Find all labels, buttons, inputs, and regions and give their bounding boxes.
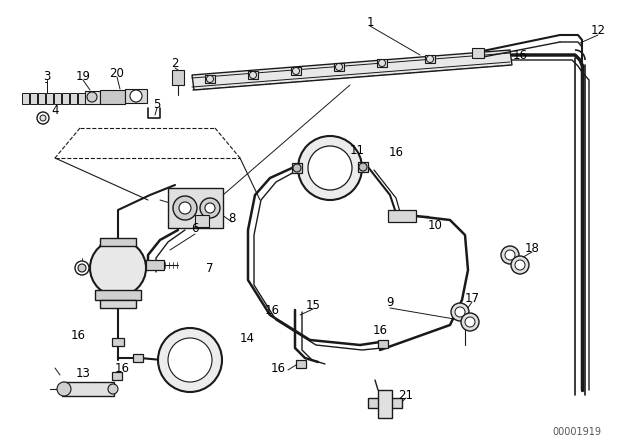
Bar [46, 93, 53, 104]
Bar [146, 260, 164, 270]
Circle shape [87, 92, 97, 102]
Text: 5: 5 [154, 98, 161, 111]
Circle shape [308, 146, 352, 190]
Circle shape [78, 264, 86, 272]
Circle shape [205, 203, 215, 213]
Bar [377, 59, 387, 67]
Text: 16: 16 [388, 146, 403, 159]
Circle shape [298, 136, 362, 200]
Bar [172, 70, 184, 85]
Text: 00001919: 00001919 [552, 427, 602, 437]
Circle shape [173, 196, 197, 220]
Bar [296, 360, 306, 368]
Circle shape [207, 76, 214, 82]
Bar [292, 163, 302, 173]
Circle shape [179, 202, 191, 214]
Bar [95, 290, 141, 300]
Circle shape [511, 256, 529, 274]
Text: 10: 10 [428, 219, 442, 232]
Text: 9: 9 [387, 296, 394, 309]
Text: 3: 3 [44, 69, 51, 82]
Circle shape [75, 261, 89, 275]
Circle shape [37, 112, 49, 124]
Circle shape [57, 382, 71, 396]
Bar [54, 93, 61, 104]
Circle shape [168, 338, 212, 382]
Circle shape [505, 250, 515, 260]
Bar [195, 215, 209, 227]
Bar [78, 93, 85, 104]
Text: 16: 16 [271, 362, 285, 375]
Text: 20: 20 [109, 66, 124, 79]
Bar [368, 398, 402, 408]
Bar [100, 238, 136, 246]
Bar [248, 71, 258, 79]
Bar [112, 338, 124, 346]
Bar [334, 63, 344, 71]
Bar [22, 93, 29, 104]
Circle shape [108, 384, 118, 394]
Bar [70, 93, 77, 104]
Circle shape [40, 115, 46, 121]
Text: 7: 7 [206, 262, 214, 275]
Circle shape [292, 68, 300, 74]
Bar [100, 300, 136, 308]
Circle shape [378, 60, 385, 66]
Text: 12: 12 [591, 23, 605, 36]
Bar [205, 75, 215, 83]
Circle shape [90, 240, 146, 296]
Circle shape [359, 163, 367, 171]
Circle shape [335, 64, 342, 70]
Polygon shape [192, 50, 512, 90]
Circle shape [293, 164, 301, 172]
Text: 2: 2 [172, 56, 179, 69]
Bar [378, 390, 392, 418]
Text: 17: 17 [465, 292, 479, 305]
Bar [112, 372, 122, 380]
Circle shape [200, 198, 220, 218]
Bar [62, 382, 114, 396]
Bar [38, 93, 45, 104]
Bar [168, 188, 223, 228]
Circle shape [455, 307, 465, 317]
Bar [358, 162, 368, 172]
Bar [133, 354, 143, 362]
Text: 19: 19 [76, 69, 90, 82]
Circle shape [515, 260, 525, 270]
Text: 14: 14 [239, 332, 255, 345]
Bar [30, 93, 37, 104]
Circle shape [501, 246, 519, 264]
Circle shape [461, 313, 479, 331]
Circle shape [158, 328, 222, 392]
Circle shape [426, 56, 433, 63]
Circle shape [451, 303, 469, 321]
Text: 16: 16 [372, 323, 387, 336]
Text: 16: 16 [513, 48, 527, 61]
Bar [62, 93, 69, 104]
Bar [472, 48, 484, 58]
Text: 11: 11 [349, 143, 365, 156]
Bar [378, 340, 388, 348]
Text: 18: 18 [525, 241, 540, 254]
Text: 16: 16 [264, 303, 280, 316]
Text: 21: 21 [399, 388, 413, 401]
Text: 8: 8 [228, 211, 236, 224]
Circle shape [130, 90, 142, 102]
Circle shape [250, 72, 257, 78]
Bar [100, 90, 125, 104]
Bar [388, 210, 416, 222]
Bar [291, 67, 301, 75]
Text: 15: 15 [305, 298, 321, 311]
Text: 1: 1 [366, 16, 374, 29]
Text: 13: 13 [76, 366, 90, 379]
Text: 4: 4 [51, 103, 59, 116]
Text: 6: 6 [191, 221, 199, 234]
Bar [85, 91, 100, 104]
Text: 16: 16 [115, 362, 129, 375]
Bar [425, 55, 435, 63]
Text: 16: 16 [70, 328, 86, 341]
Bar [125, 89, 147, 103]
Circle shape [465, 317, 475, 327]
